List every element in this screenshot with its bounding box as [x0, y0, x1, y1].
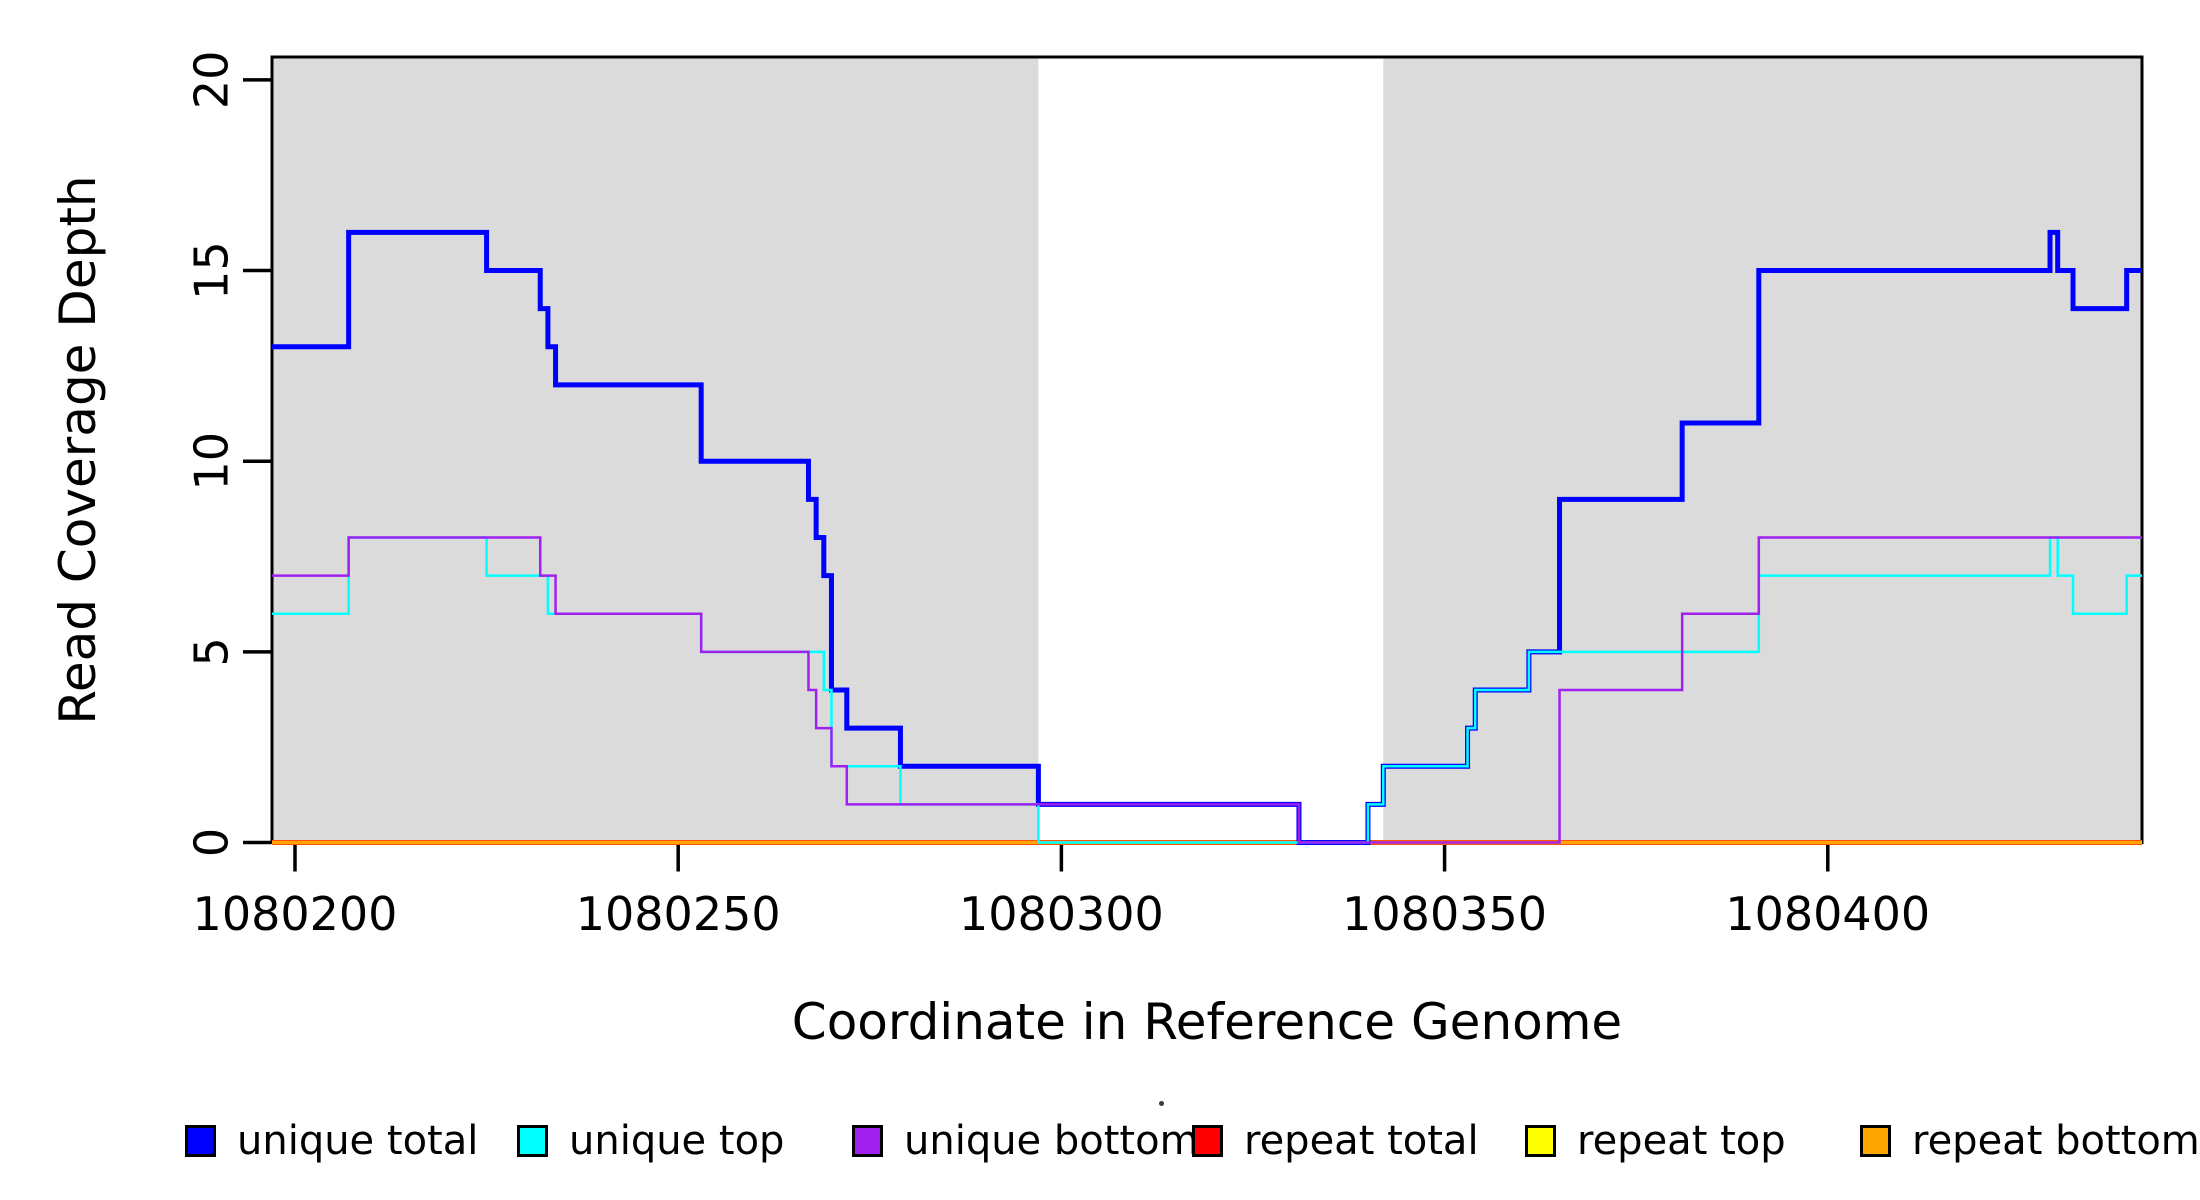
shaded-region: [1383, 57, 2142, 843]
y-tick-label: 15: [185, 241, 239, 300]
x-tick-label: 1080200: [193, 887, 398, 941]
x-axis-title: Coordinate in Reference Genome: [791, 993, 1623, 1051]
x-tick-label: 1080250: [576, 887, 781, 941]
y-tick-label: 20: [185, 51, 239, 110]
series-line-unique-bottom: [272, 536, 2142, 844]
shaded-region: [272, 57, 1039, 843]
y-tick-label: 0: [185, 828, 239, 857]
y-axis-title: Read Coverage Depth: [49, 175, 107, 725]
x-tick-label: 1080350: [1342, 887, 1547, 941]
stray-dot: [1159, 1101, 1164, 1106]
x-tick-label: 1080300: [959, 887, 1164, 941]
x-tick-label: 1080400: [1725, 887, 1930, 941]
y-tick-label: 10: [185, 432, 239, 491]
y-tick-label: 5: [185, 637, 239, 666]
